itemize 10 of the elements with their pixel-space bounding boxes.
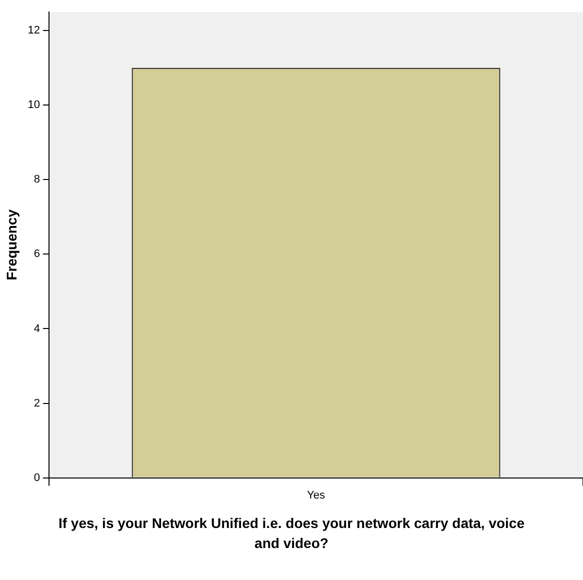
- x-axis-title: If yes, is your Network Unified i.e. does your network carry data, voice and video?: [57, 514, 526, 553]
- x-tick-label: Yes: [307, 489, 326, 502]
- y-tick-label: 4: [34, 322, 40, 335]
- y-tick-label: 12: [28, 24, 40, 37]
- y-tick-label: 0: [34, 472, 40, 484]
- y-tick-label: 8: [34, 174, 40, 186]
- y-tick-label: 6: [34, 248, 40, 260]
- y-tick-label: 10: [28, 99, 40, 112]
- y-tick-label: 2: [34, 397, 40, 410]
- y-axis-title: Frequency: [3, 209, 20, 280]
